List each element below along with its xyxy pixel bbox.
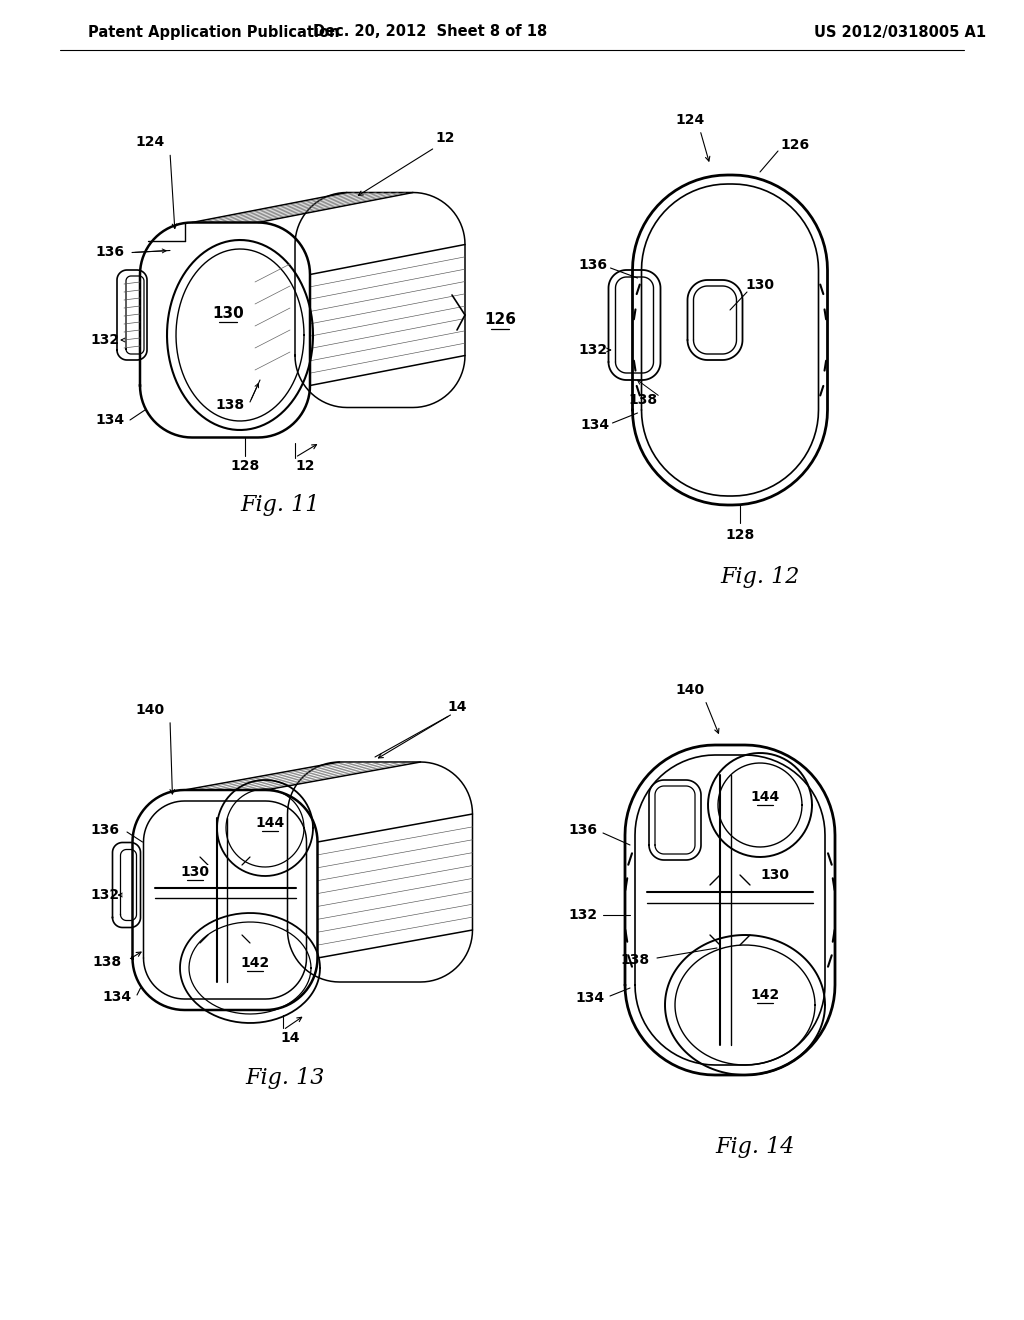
Text: 126: 126 [780,139,810,152]
Text: 138: 138 [215,399,245,412]
Text: 134: 134 [580,418,609,432]
Text: 126: 126 [484,313,516,327]
Text: US 2012/0318005 A1: US 2012/0318005 A1 [814,25,986,40]
Text: 136: 136 [95,246,125,260]
Text: Fig. 11: Fig. 11 [241,495,319,516]
Text: Patent Application Publication: Patent Application Publication [88,25,340,40]
Text: 134: 134 [102,990,131,1005]
Text: 140: 140 [135,704,165,717]
Text: 130: 130 [180,865,210,879]
Text: 136: 136 [90,822,120,837]
Text: 142: 142 [751,987,779,1002]
Text: Fig. 12: Fig. 12 [720,566,800,587]
Text: 132: 132 [90,333,120,347]
Text: 12: 12 [435,131,455,144]
Text: 14: 14 [281,1031,300,1045]
Text: 128: 128 [725,528,755,543]
Text: 132: 132 [568,908,598,921]
Text: Fig. 14: Fig. 14 [716,1137,795,1158]
Text: 138: 138 [628,393,657,407]
Text: 128: 128 [230,458,260,473]
Text: 132: 132 [90,888,120,902]
Text: 130: 130 [745,279,774,292]
Text: 132: 132 [578,343,607,356]
Text: 142: 142 [241,956,269,970]
Text: 124: 124 [676,114,705,127]
Text: 138: 138 [621,953,649,968]
Text: 136: 136 [578,257,607,272]
Text: 12: 12 [295,458,314,473]
Text: 140: 140 [676,682,705,697]
Text: 130: 130 [212,305,244,321]
Text: 134: 134 [95,413,125,426]
Text: 124: 124 [135,136,165,149]
Text: 14: 14 [447,700,467,714]
Text: 144: 144 [751,789,779,804]
Text: 134: 134 [575,991,604,1005]
Text: 130: 130 [761,869,790,882]
Text: 144: 144 [255,816,285,830]
Text: 138: 138 [92,954,122,969]
Text: 136: 136 [568,822,597,837]
Text: Fig. 13: Fig. 13 [246,1067,325,1089]
Text: Dec. 20, 2012  Sheet 8 of 18: Dec. 20, 2012 Sheet 8 of 18 [313,25,547,40]
